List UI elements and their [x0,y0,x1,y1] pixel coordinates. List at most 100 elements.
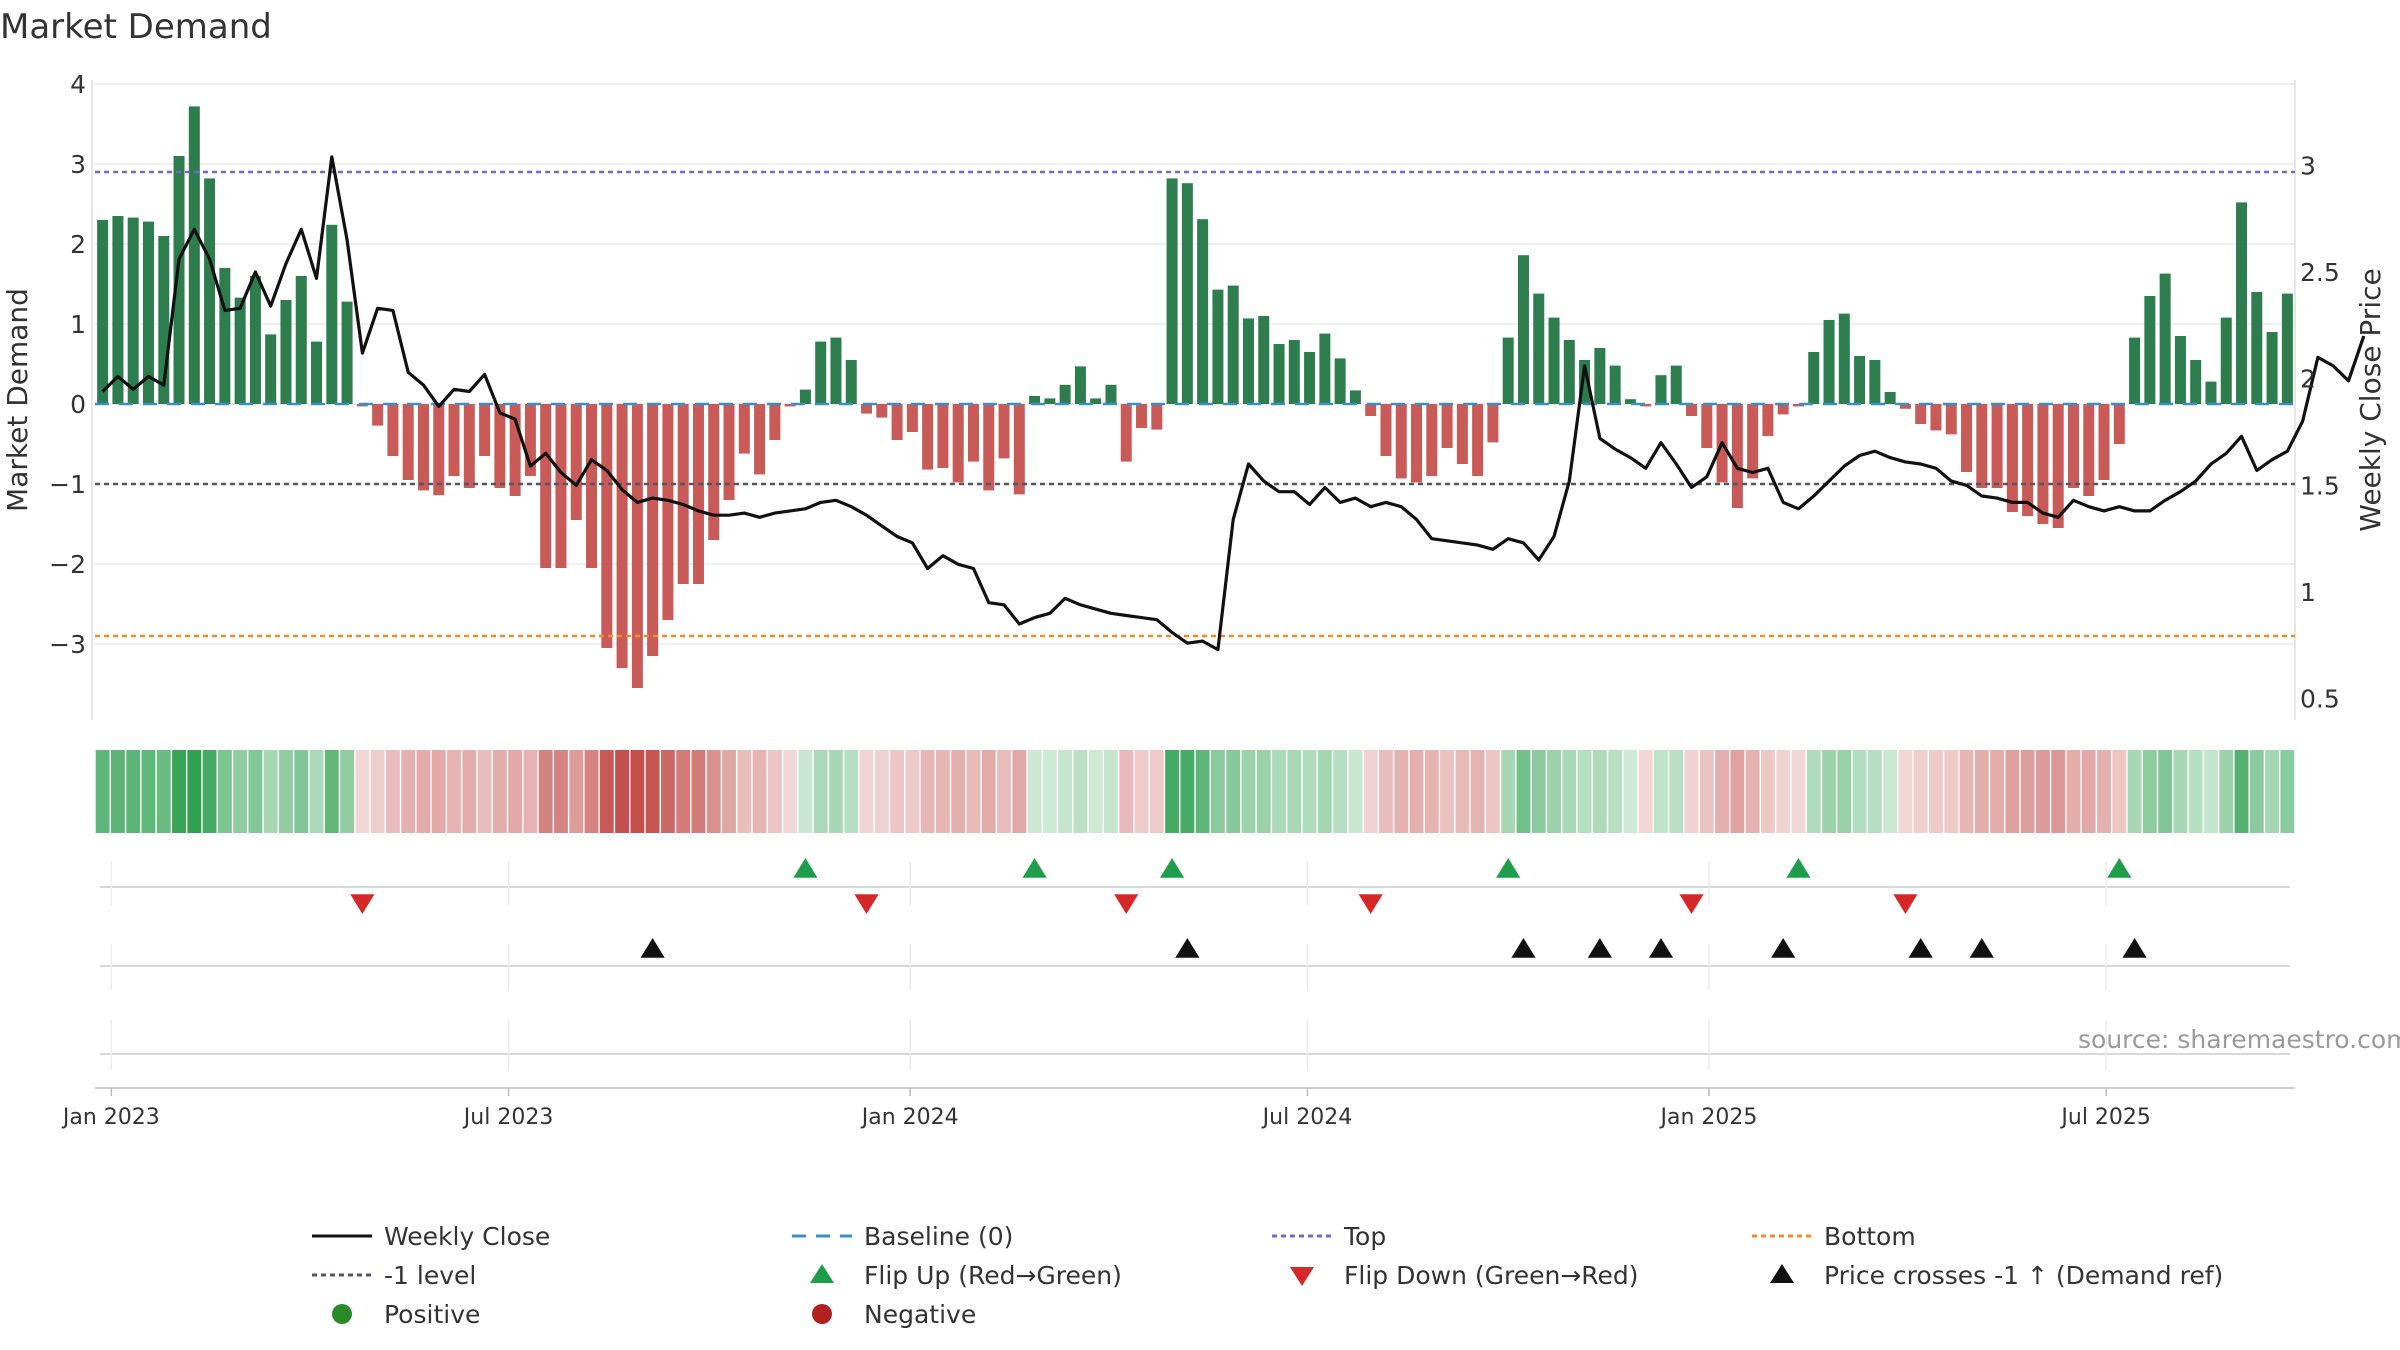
heat-cell [110,750,125,833]
demand-bar [1304,352,1316,404]
heat-cell [187,750,202,833]
y-tick-label: −2 [49,550,86,579]
demand-bar [219,268,231,404]
heat-cell [2066,750,2081,833]
x-tick-label: Jan 2024 [860,1105,959,1130]
flip-down-marker [1114,894,1139,914]
heat-cell [981,750,996,833]
demand-bar [586,404,598,568]
demand-bar [754,404,766,475]
demand-bar [1640,404,1652,407]
heat-cell [706,750,721,833]
demand-bar [1411,404,1423,483]
demand-bar [1456,404,1468,464]
heat-cell [1073,750,1088,833]
demand-bar [280,300,292,404]
demand-bar [1670,365,1682,404]
heat-cell [2005,750,2020,833]
heat-cell [370,750,385,833]
demand-bar [1273,344,1285,404]
demand-bar [1472,404,1484,476]
heat-cell [1837,750,1852,833]
price-cross-marker [1648,938,1674,958]
heat-cell [355,750,370,833]
heat-cell [431,750,446,833]
heat-cell [1485,750,1500,833]
heat-cell [1791,750,1806,833]
heat-cell [584,750,599,833]
heat-cell [95,750,110,833]
heat-cell [1470,750,1485,833]
heat-cell [798,750,813,833]
y2-axis-label: Weekly Close Price [2354,268,2387,531]
demand-bar [204,178,216,404]
heat-cell [1241,750,1256,833]
heat-cell [263,750,278,833]
heat-cell [2112,750,2127,833]
heat-cell [1379,750,1393,833]
demand-bar [433,404,445,496]
demand-bar [1899,404,1911,409]
flip-down-marker [1679,894,1704,914]
heat-cell [1042,750,1057,833]
demand-bar [601,404,613,648]
demand-bar [708,404,720,540]
demand-bar [1579,360,1591,404]
demand-bar [1533,293,1545,404]
heat-cell [141,750,156,833]
demand-bar [769,404,781,440]
demand-bar [234,297,246,404]
demand-bar [1181,183,1193,404]
legend-label: Negative [864,1300,976,1329]
y-tick-label: 3 [70,150,86,179]
x-tick-label: Jul 2023 [462,1105,554,1130]
heat-cell [401,750,416,833]
demand-bar [249,276,261,404]
y2-tick-label: 1 [2300,578,2316,607]
heat-cell [2020,750,2035,833]
demand-bar [1854,356,1866,404]
heat-cell [1455,750,1470,833]
demand-bar [1930,404,1942,431]
demand-bar [158,236,170,404]
demand-bar [1319,333,1331,404]
y-tick-label: 0 [70,390,86,419]
heat-cell [630,750,645,833]
demand-bar [1029,396,1041,404]
heat-cell [294,750,309,833]
heat-cell [1012,750,1027,833]
demand-bar [555,404,567,568]
demand-bar [1731,404,1743,508]
heat-cell [1119,750,1134,833]
demand-bar [2022,404,2034,516]
heat-cell [477,750,492,833]
y-axis-label: Market Demand [1,288,34,512]
heat-cell [1317,750,1332,833]
demand-bar [173,156,185,404]
heat-cell [1333,750,1348,833]
demand-bar [723,404,735,500]
heat-cell [1730,750,1745,833]
heat-cell [279,750,293,833]
demand-bar [784,404,796,407]
heat-cell [217,750,232,833]
heat-cell [1654,750,1668,833]
heat-cell [1592,750,1607,833]
heat-cell [1256,750,1271,833]
source-credit: source: sharemaestro.com [2078,1025,2400,1054]
price-cross-marker [1771,938,1796,958]
demand-bar [1976,404,1988,488]
heat-cell [309,750,324,833]
demand-bar [1869,360,1881,404]
heat-cell [1424,750,1439,833]
demand-bar [1395,404,1407,479]
heat-cell [248,750,263,833]
demand-bar [2220,317,2232,404]
demand-bar [1747,404,1759,479]
heat-cell [1363,750,1378,833]
demand-bar [402,404,414,480]
x-tick-label: Jan 2023 [61,1105,160,1130]
demand-bar [2083,404,2095,496]
demand-bar [952,404,964,483]
